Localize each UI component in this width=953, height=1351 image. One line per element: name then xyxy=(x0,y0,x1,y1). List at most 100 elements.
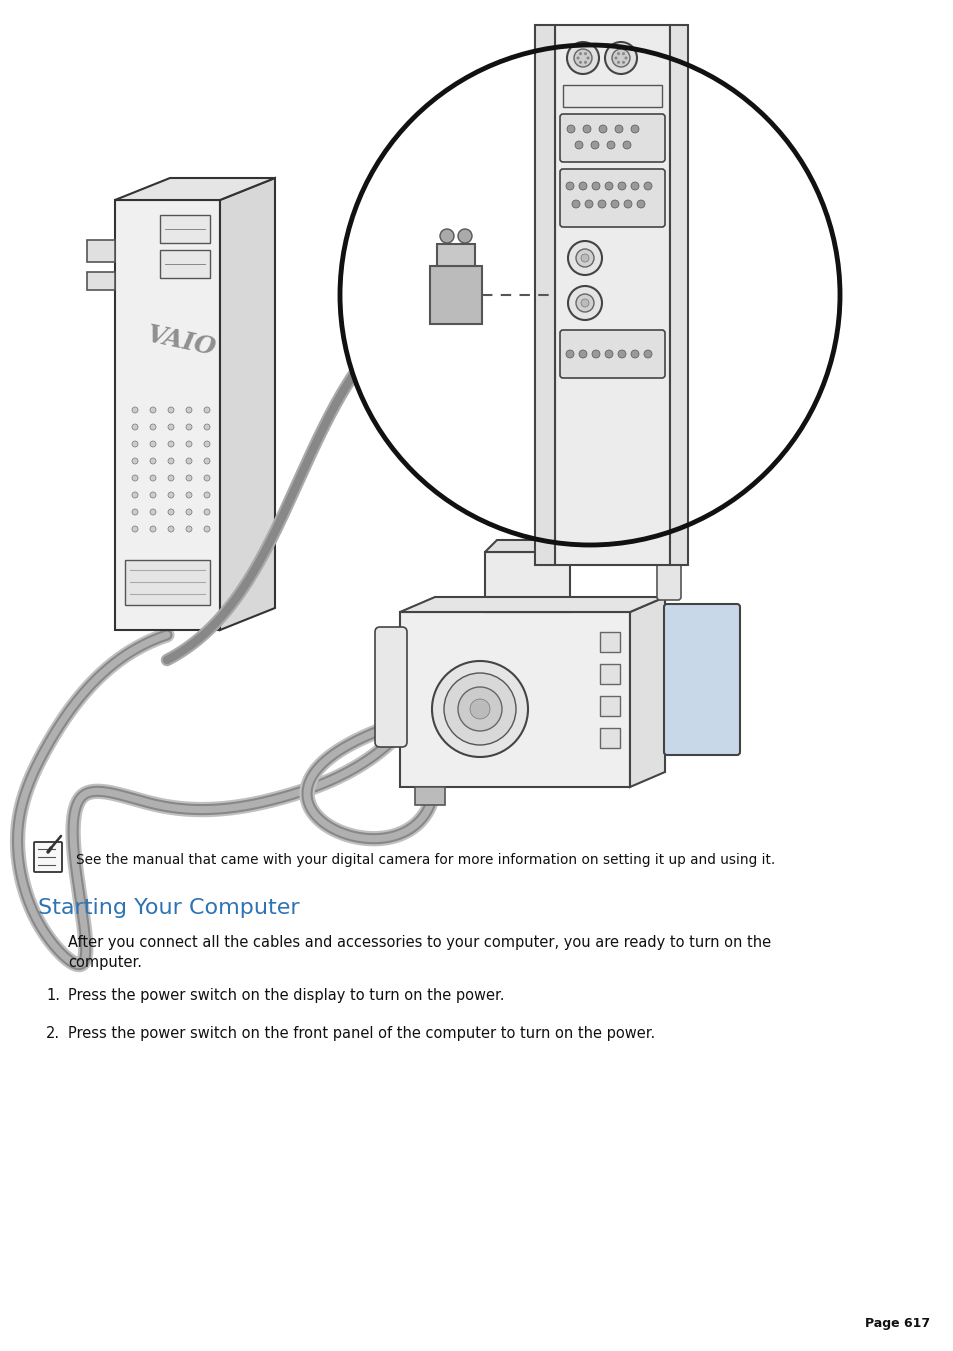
Bar xyxy=(599,728,619,748)
Circle shape xyxy=(567,240,601,276)
Circle shape xyxy=(566,42,598,74)
Text: See the manual that came with your digital camera for more information on settin: See the manual that came with your digit… xyxy=(76,852,775,867)
Circle shape xyxy=(610,200,618,208)
Circle shape xyxy=(614,57,617,59)
Circle shape xyxy=(443,673,516,744)
Circle shape xyxy=(618,182,625,190)
FancyBboxPatch shape xyxy=(657,559,680,600)
Text: 1.: 1. xyxy=(46,988,60,1002)
Circle shape xyxy=(132,476,138,481)
Circle shape xyxy=(132,458,138,463)
Circle shape xyxy=(582,126,590,132)
Circle shape xyxy=(618,350,625,358)
Circle shape xyxy=(622,141,630,149)
Circle shape xyxy=(457,230,472,243)
Circle shape xyxy=(150,526,156,532)
Circle shape xyxy=(150,492,156,499)
Circle shape xyxy=(623,200,631,208)
Circle shape xyxy=(168,526,173,532)
Circle shape xyxy=(578,61,581,63)
Circle shape xyxy=(168,407,173,413)
Bar xyxy=(160,215,210,243)
Circle shape xyxy=(150,476,156,481)
Polygon shape xyxy=(220,178,274,630)
Circle shape xyxy=(186,458,192,463)
Polygon shape xyxy=(115,200,220,630)
Bar xyxy=(599,663,619,684)
Circle shape xyxy=(186,509,192,515)
Circle shape xyxy=(583,61,586,63)
Circle shape xyxy=(186,526,192,532)
Circle shape xyxy=(132,440,138,447)
Circle shape xyxy=(168,440,173,447)
Circle shape xyxy=(576,57,578,59)
Bar xyxy=(562,85,661,107)
Circle shape xyxy=(168,509,173,515)
FancyBboxPatch shape xyxy=(559,169,664,227)
Circle shape xyxy=(204,509,210,515)
Circle shape xyxy=(604,182,613,190)
Circle shape xyxy=(598,200,605,208)
Circle shape xyxy=(150,509,156,515)
Bar xyxy=(599,696,619,716)
Bar xyxy=(160,250,210,278)
Circle shape xyxy=(168,476,173,481)
Circle shape xyxy=(186,476,192,481)
Circle shape xyxy=(470,698,490,719)
Text: computer.: computer. xyxy=(68,955,142,970)
FancyBboxPatch shape xyxy=(663,604,740,755)
Circle shape xyxy=(186,424,192,430)
Circle shape xyxy=(132,424,138,430)
Bar xyxy=(555,26,669,565)
Circle shape xyxy=(583,53,586,55)
Circle shape xyxy=(630,182,639,190)
FancyBboxPatch shape xyxy=(559,330,664,378)
Bar xyxy=(125,561,210,605)
Circle shape xyxy=(150,440,156,447)
FancyBboxPatch shape xyxy=(375,627,407,747)
Circle shape xyxy=(630,126,639,132)
Text: 2.: 2. xyxy=(46,1025,60,1042)
Circle shape xyxy=(132,526,138,532)
Circle shape xyxy=(612,49,629,68)
Circle shape xyxy=(604,42,637,74)
Circle shape xyxy=(580,254,588,262)
Text: Page 617: Page 617 xyxy=(864,1317,929,1329)
Text: After you connect all the cables and accessories to your computer, you are ready: After you connect all the cables and acc… xyxy=(68,935,770,950)
Circle shape xyxy=(574,49,592,68)
Circle shape xyxy=(643,182,651,190)
Circle shape xyxy=(598,126,606,132)
Bar xyxy=(87,240,115,262)
FancyBboxPatch shape xyxy=(34,842,62,871)
Circle shape xyxy=(432,661,527,757)
Text: VAIO: VAIO xyxy=(145,322,218,359)
FancyBboxPatch shape xyxy=(436,245,475,266)
Circle shape xyxy=(630,350,639,358)
Circle shape xyxy=(578,182,586,190)
FancyBboxPatch shape xyxy=(559,113,664,162)
Circle shape xyxy=(204,476,210,481)
Bar xyxy=(87,272,115,290)
Polygon shape xyxy=(399,597,664,612)
Circle shape xyxy=(439,230,454,243)
Circle shape xyxy=(565,182,574,190)
Circle shape xyxy=(168,492,173,499)
Circle shape xyxy=(617,53,619,55)
Circle shape xyxy=(621,61,624,63)
Circle shape xyxy=(576,295,594,312)
FancyBboxPatch shape xyxy=(415,788,444,805)
Circle shape xyxy=(621,53,624,55)
Bar xyxy=(669,26,687,565)
Circle shape xyxy=(457,688,501,731)
Text: Starting Your Computer: Starting Your Computer xyxy=(38,898,299,917)
Circle shape xyxy=(584,200,593,208)
Circle shape xyxy=(576,249,594,267)
Circle shape xyxy=(617,61,619,63)
Circle shape xyxy=(204,424,210,430)
Circle shape xyxy=(150,407,156,413)
Polygon shape xyxy=(115,178,274,200)
Circle shape xyxy=(204,526,210,532)
Circle shape xyxy=(567,286,601,320)
Circle shape xyxy=(578,53,581,55)
Polygon shape xyxy=(399,612,629,788)
